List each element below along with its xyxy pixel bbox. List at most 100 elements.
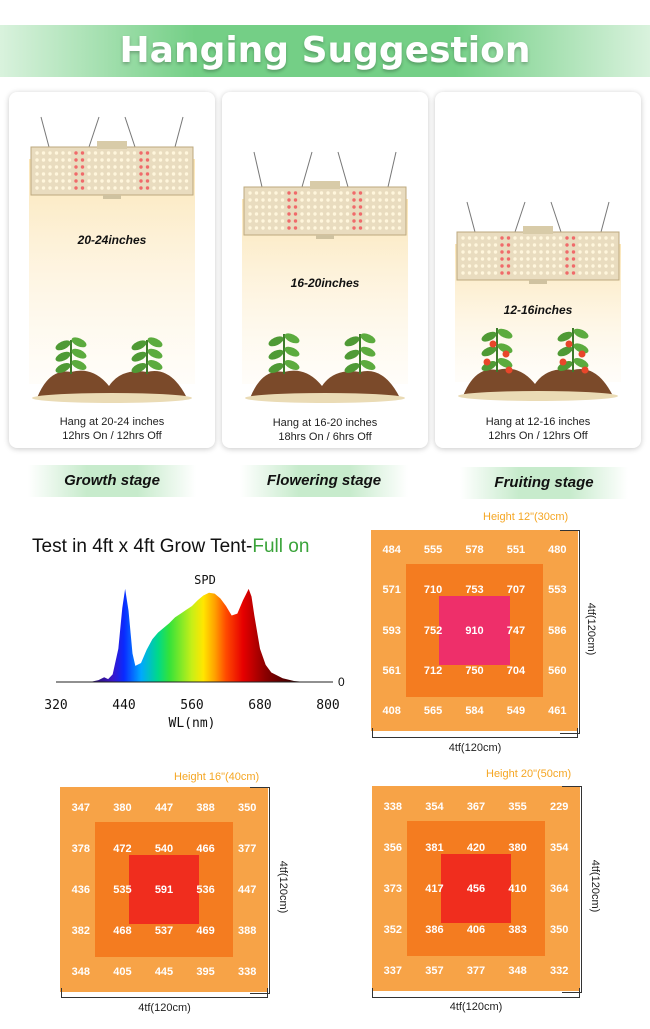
side-label: 4tf(120cm) <box>277 860 289 914</box>
led-dot <box>397 198 402 202</box>
led-dot <box>106 186 111 190</box>
led-dot <box>261 219 265 223</box>
ppfd-value: 332 <box>550 964 569 977</box>
led-dot <box>139 179 143 183</box>
ppfd-value: 367 <box>466 800 486 813</box>
led-dot <box>345 219 350 223</box>
led-dot <box>61 151 65 155</box>
led-dot <box>480 250 485 254</box>
led-dot <box>571 257 576 261</box>
led-dot <box>332 212 337 216</box>
led-dot <box>126 165 130 169</box>
led-dot <box>165 158 169 162</box>
led-dot <box>306 205 311 209</box>
growth-card: 20-24inches Hang at 20-24 inches 12hrs O… <box>9 92 215 448</box>
led-dot <box>610 257 615 261</box>
led-dot <box>461 236 465 240</box>
led-dot <box>597 257 602 261</box>
led-dot <box>293 212 298 216</box>
led-dot <box>145 158 150 162</box>
led-dot <box>306 212 311 216</box>
hang-instructions: Hang at 20-24 inches 12hrs On / 12hrs Of… <box>9 415 215 443</box>
led-dot <box>178 165 182 169</box>
ppfd-value: 354 <box>550 841 569 854</box>
led-dot <box>384 226 389 230</box>
led-dot <box>100 165 104 169</box>
led-dot <box>152 172 156 176</box>
led-dot <box>93 151 98 155</box>
x-tick-label: 320 <box>44 698 67 713</box>
led-dot <box>93 179 98 183</box>
led-dot <box>467 264 472 268</box>
led-dot <box>545 264 550 268</box>
led-dot <box>48 165 52 169</box>
led-dot <box>345 205 350 209</box>
led-dot <box>467 257 472 261</box>
led-dot <box>487 243 491 247</box>
lamp-connector <box>529 280 547 284</box>
led-dot <box>67 158 72 162</box>
x-tick-label: 440 <box>112 698 135 713</box>
led-dot <box>461 271 465 275</box>
full-on-highlight: Full on <box>252 536 310 557</box>
led-dot <box>178 151 182 155</box>
plant-leaf <box>573 343 589 354</box>
led-dot <box>132 158 137 162</box>
led-dot <box>493 236 498 240</box>
soil-mound <box>250 370 400 398</box>
led-dot <box>397 212 402 216</box>
side-bracket <box>562 786 582 993</box>
led-dot <box>461 264 465 268</box>
led-dot <box>87 172 91 176</box>
led-dot <box>552 271 556 275</box>
led-dot <box>358 226 363 230</box>
ppfd-value: 357 <box>425 964 444 977</box>
led-dot <box>565 250 569 254</box>
led-dot <box>300 226 304 230</box>
ppfd-value: 584 <box>465 704 484 717</box>
led-dot <box>300 219 304 223</box>
led-dot <box>67 165 72 169</box>
led-dot <box>391 205 395 209</box>
led-dot <box>293 226 298 230</box>
x-tick-label: 800 <box>316 698 339 713</box>
led-dot <box>506 250 511 254</box>
led-dot <box>61 158 65 162</box>
led-dot <box>267 198 272 202</box>
led-dot <box>487 257 491 261</box>
led-dot <box>48 179 52 183</box>
led-dot <box>591 243 595 247</box>
lamp-driver <box>310 181 340 189</box>
led-dot <box>358 191 363 195</box>
plant-leaf <box>360 333 376 344</box>
ppfd-value: 447 <box>238 883 257 896</box>
led-dot <box>300 191 304 195</box>
led-dot <box>487 271 491 275</box>
led-dot <box>352 212 356 216</box>
led-dot <box>61 172 65 176</box>
led-dot <box>74 186 78 190</box>
led-dot <box>345 198 350 202</box>
led-dot <box>610 271 615 275</box>
led-dot <box>106 158 111 162</box>
led-dot <box>184 179 189 183</box>
ppfd-value: 381 <box>425 841 444 854</box>
led-dot <box>93 172 98 176</box>
led-dot <box>604 264 608 268</box>
ppfd-value: 347 <box>71 801 90 814</box>
hang-distance-label: 16-20inches <box>290 276 360 290</box>
led-dot <box>610 264 615 268</box>
ppfd-value: 386 <box>425 923 444 936</box>
hanging-wire <box>40 116 50 148</box>
led-dot <box>319 191 324 195</box>
led-dot <box>532 250 537 254</box>
ppfd-value: 352 <box>383 923 402 936</box>
plant-leaf <box>268 336 284 347</box>
led-dot <box>371 212 376 216</box>
ppfd-value: 704 <box>506 664 526 677</box>
ppfd-center-zone <box>440 853 512 924</box>
led-dot <box>139 165 143 169</box>
ppfd-center-zone <box>439 596 510 665</box>
led-dot <box>474 271 478 275</box>
led-dot <box>274 198 278 202</box>
